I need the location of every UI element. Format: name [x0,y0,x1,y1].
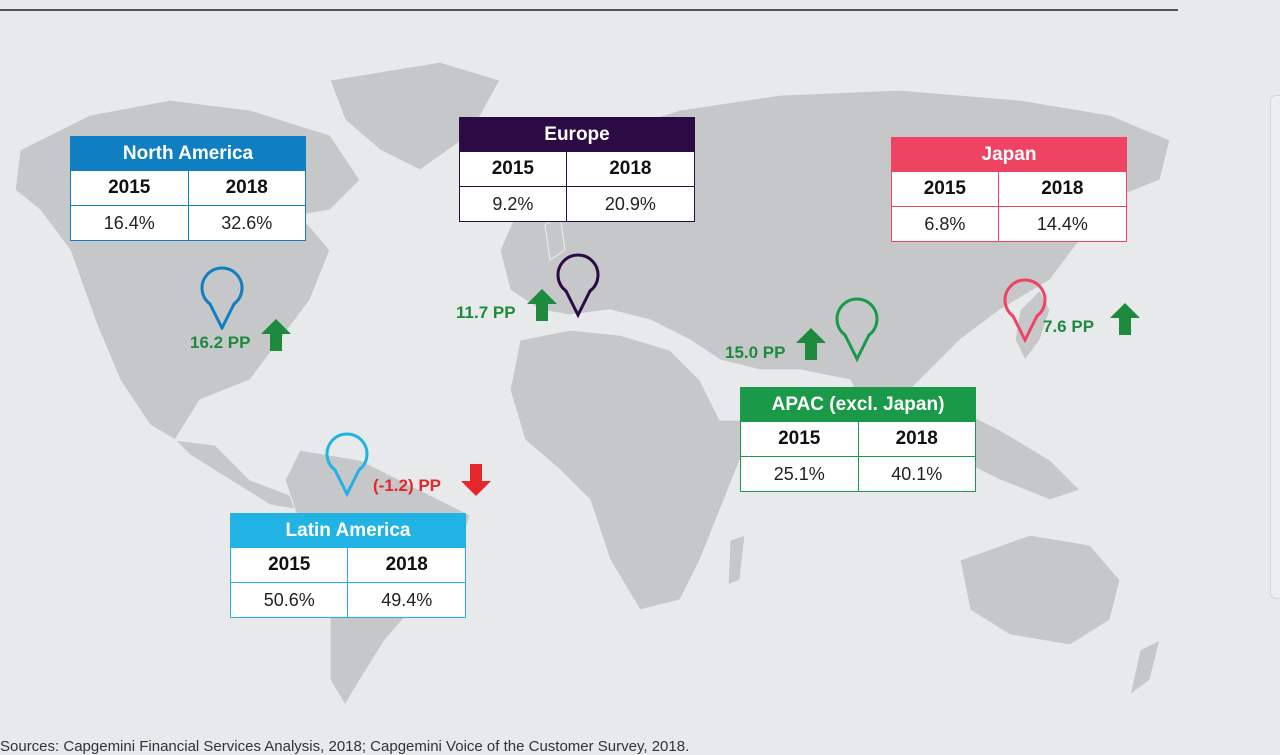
latin-america-pin-icon[interactable] [323,431,371,497]
source-note: Sources: Capgemini Financial Services An… [0,738,690,755]
europe-year-2018: 2018 [566,152,695,187]
latin-america-year-2018: 2018 [347,548,466,583]
latin-america-title: Latin America [230,513,466,548]
japan-table: Japan 2015 2018 6.8% 14.4% [891,137,1127,242]
europe-value-2018: 20.9% [604,193,656,214]
central-america-shape [173,439,302,511]
latin-america-change-label: (-1.2) PP [373,476,442,495]
new-zealand-shape [1129,638,1161,697]
japan-value-2015: 6.8% [891,206,999,242]
europe-value-2015: 9.2% [459,186,567,222]
japan-change-label: 7.6 PP [1043,317,1095,336]
japan-pin-icon[interactable] [1001,277,1049,343]
japan-up-arrow-icon [1110,303,1140,335]
north-america-pin-icon[interactable] [198,266,246,330]
japan-year-2018: 2018 [998,172,1127,207]
africa-shape [509,329,761,611]
europe-change-label: 11.7 PP [456,303,516,322]
europe-year-2015: 2015 [459,152,567,187]
north-america-title: North America [70,136,306,171]
north-america-table: North America 2015 2018 16.4% 32.6% [70,136,306,241]
side-panel[interactable] [1270,95,1280,599]
apac-value-2018: 40.1% [891,463,943,484]
north-america-change-label: 16.2 PP [190,333,251,352]
europe-up-arrow-icon [527,289,557,321]
latin-america-table: Latin America 2015 2018 50.6% 49.4% [230,513,466,618]
latin-america-year-2015: 2015 [230,548,349,583]
apac-table: APAC (excl. Japan) 2015 2018 25.1% 40.1% [740,387,976,492]
top-divider [0,9,1178,11]
madagascar-shape [727,534,746,586]
greenland-shape [329,61,501,171]
latin-america-value-2018: 49.4% [381,589,433,610]
north-america-value-2018: 32.6% [221,212,273,233]
australia-shape [959,534,1121,646]
europe-title: Europe [459,117,695,152]
north-america-up-arrow-icon [261,319,291,351]
latin-america-down-arrow-icon [461,464,491,496]
japan-title: Japan [891,137,1127,172]
apac-year-2015: 2015 [740,422,859,457]
latin-america-value-2015: 50.6% [230,582,349,618]
apac-value-2015: 25.1% [740,456,859,492]
apac-title: APAC (excl. Japan) [740,387,976,422]
north-america-year-2018: 2018 [188,171,306,206]
europe-pin-icon[interactable] [554,252,602,318]
apac-change-label: 15.0 PP [725,343,786,362]
apac-up-arrow-icon [796,328,826,360]
apac-year-2018: 2018 [858,422,976,457]
japan-value-2018: 14.4% [1036,213,1088,234]
europe-table: Europe 2015 2018 9.2% 20.9% [459,117,695,222]
north-america-year-2015: 2015 [70,171,189,206]
apac-pin-icon[interactable] [833,296,881,362]
north-america-value-2015: 16.4% [70,205,189,241]
japan-year-2015: 2015 [891,172,999,207]
